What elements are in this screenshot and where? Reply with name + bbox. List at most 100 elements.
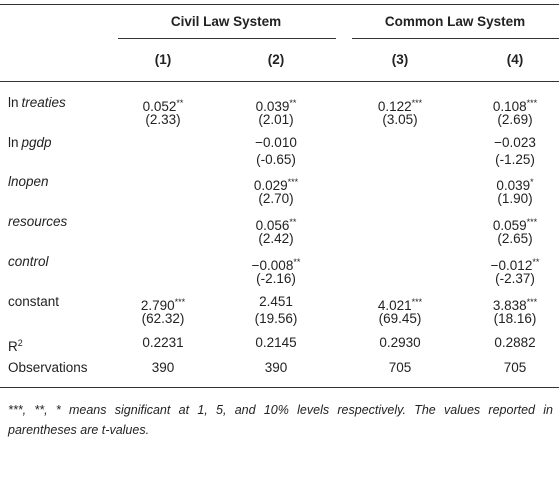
t-value: (-2.37) [495, 271, 535, 286]
column-header: (1) [154, 52, 172, 67]
coefficient: 4.021 [377, 298, 412, 313]
coefficient: 0.056 [255, 218, 290, 233]
coefficient: 0.2231 [142, 335, 184, 350]
label-part: resources [8, 214, 68, 229]
coefficient: 0.039 [255, 99, 290, 114]
label-part: lnopen [8, 174, 49, 189]
cell-value: 0.059*** [493, 213, 537, 235]
coefficient: 0.2145 [255, 335, 297, 350]
cell-value: 0.122*** [378, 94, 422, 116]
label-part: pgdp [21, 135, 52, 150]
coefficient: 0.122 [377, 99, 412, 114]
cell-value: 0.108*** [493, 94, 537, 116]
group-rule [352, 38, 559, 39]
significance: *** [526, 98, 538, 108]
cell-value: −0.012** [491, 253, 540, 275]
t-value: (2.33) [145, 112, 181, 127]
t-value: (62.32) [141, 311, 185, 326]
cell-value: −0.010 [255, 134, 297, 152]
row-label: Observations [8, 359, 88, 377]
cell-value: 705 [389, 359, 412, 377]
coefficient: 0.108 [492, 99, 527, 114]
significance: *** [526, 217, 538, 227]
significance: *** [287, 177, 299, 187]
label-part: constant [8, 294, 60, 309]
row-label: R2 [8, 334, 23, 356]
coefficient: 0.2930 [379, 335, 421, 350]
header-rule [0, 81, 559, 82]
t-value: (3.05) [382, 112, 418, 127]
coefficient: −0.010 [255, 135, 297, 150]
label-part: treaties [21, 95, 66, 110]
coefficient: 390 [264, 360, 288, 375]
row-label: lnopen [8, 173, 49, 191]
significance: *** [526, 297, 538, 307]
cell-value: 0.029*** [254, 173, 298, 195]
t-value: (-2.16) [256, 271, 296, 286]
label-part: 2 [17, 338, 23, 348]
cell-value: 2.451 [259, 293, 293, 311]
column-header: (2) [267, 52, 285, 67]
cell-value: 390 [265, 359, 288, 377]
cell-value: −0.023 [494, 134, 536, 152]
t-value: (2.42) [258, 231, 294, 246]
cell-value: 0.2930 [379, 334, 420, 352]
label-part: control [8, 254, 49, 269]
coefficient: 705 [503, 360, 527, 375]
cell-value: 4.021*** [378, 293, 422, 315]
cell-value: −0.008** [252, 253, 301, 275]
row-label: resources [8, 213, 67, 231]
t-value: (69.45) [378, 311, 422, 326]
coefficient: 0.029 [253, 178, 288, 193]
t-value: (2.69) [497, 112, 533, 127]
coefficient: −0.012 [490, 258, 533, 273]
label-part: Observations [8, 360, 88, 375]
significance: *** [411, 98, 423, 108]
row-label: ln pgdp [8, 134, 52, 152]
cell-value: 0.039* [496, 173, 533, 195]
cell-value: 0.056** [256, 213, 297, 235]
group-header: Civil Law System [170, 14, 282, 29]
coefficient: 0.039 [496, 178, 531, 193]
cell-value: 3.838*** [493, 293, 537, 315]
coefficient: 0.2882 [494, 335, 536, 350]
row-label: constant [8, 293, 59, 311]
coefficient: −0.023 [494, 135, 536, 150]
group-header: Common Law System [384, 14, 526, 29]
cell-value: 0.2231 [142, 334, 183, 352]
coefficient: 0.059 [492, 218, 527, 233]
cell-value: 390 [152, 359, 175, 377]
t-value: (2.01) [258, 112, 294, 127]
t-value: (18.16) [493, 311, 537, 326]
significance: ** [289, 217, 297, 227]
significance: ** [532, 257, 540, 267]
cell-value: 705 [504, 359, 527, 377]
significance: *** [174, 297, 186, 307]
coefficient: 390 [151, 360, 175, 375]
significance: ** [289, 98, 297, 108]
coefficient: 2.451 [259, 294, 293, 309]
t-value: (2.70) [258, 191, 294, 206]
significance: ** [293, 257, 301, 267]
label-part: ln [8, 95, 19, 110]
t-value: (-1.25) [495, 152, 535, 167]
significance: * [530, 177, 534, 187]
bottom-rule [0, 387, 559, 388]
top-rule [0, 4, 559, 5]
significance: ** [176, 98, 184, 108]
t-value: (2.65) [497, 231, 533, 246]
label-part: R [8, 339, 18, 354]
significance: *** [411, 297, 423, 307]
t-value: (19.56) [254, 311, 298, 326]
column-header: (4) [506, 52, 524, 67]
cell-value: 0.2882 [494, 334, 535, 352]
footnote: ***, **, * means significant at 1, 5, an… [8, 403, 553, 437]
cell-value: 0.052** [143, 94, 184, 116]
row-label: ln treaties [8, 94, 66, 112]
label-part: ln [8, 135, 19, 150]
group-rule [118, 38, 336, 39]
column-header: (3) [391, 52, 409, 67]
coefficient: −0.008 [251, 258, 294, 273]
t-value: (-0.65) [256, 152, 296, 167]
